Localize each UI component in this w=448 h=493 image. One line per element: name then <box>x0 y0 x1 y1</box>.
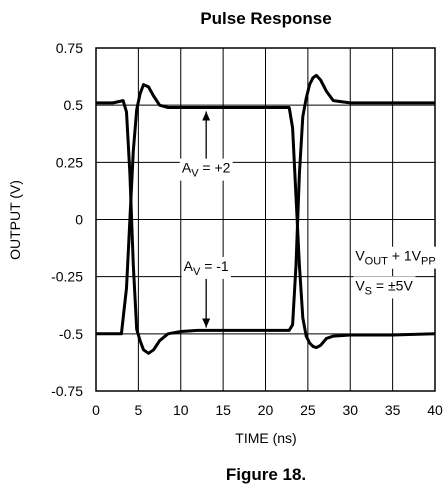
y-tick-label: 0.75 <box>56 40 83 56</box>
series-line-1 <box>96 73 435 355</box>
annotation-4: VS = ±5V <box>355 277 413 297</box>
y-tick-label: 0.5 <box>64 97 84 113</box>
y-tick-label: 0.25 <box>56 154 83 170</box>
x-tick-label: 10 <box>173 402 189 418</box>
x-tick-label: 20 <box>258 402 274 418</box>
y-axis-label: OUTPUT (V) <box>7 180 23 260</box>
grid <box>95 47 436 392</box>
x-tick-label: 25 <box>300 402 316 418</box>
series-line-2 <box>96 83 436 350</box>
annotation-1: AV = +2 <box>182 160 231 180</box>
annotation-background <box>353 276 416 299</box>
x-tick-label: 5 <box>134 402 142 418</box>
y-tick-label: -0.75 <box>51 383 83 399</box>
annotation-2: AV = -1 <box>184 258 229 278</box>
x-tick-label: 15 <box>215 402 231 418</box>
x-tick-labels: 0 5 10 15 20 25 30 35 40 <box>92 402 443 418</box>
annotation-background <box>181 256 231 279</box>
x-tick-label: 0 <box>92 402 100 418</box>
plot-frame <box>95 47 436 392</box>
y-tick-label: -0.5 <box>59 326 83 342</box>
annotation-background <box>179 158 233 181</box>
y-tick-label: 0 <box>75 212 83 228</box>
annotations: AV = +2 AV = -1 VOUT + 1VPP VS = ±5V <box>179 111 438 328</box>
x-tick-label: 35 <box>385 402 401 418</box>
chart-title: Pulse Response <box>200 9 331 28</box>
x-tick-label: 30 <box>342 402 358 418</box>
x-axis-label: TIME (ns) <box>235 430 296 446</box>
figure-caption: Figure 18. <box>226 465 306 484</box>
annotation-arrowhead <box>202 318 211 328</box>
y-tick-label: -0.25 <box>51 269 83 285</box>
y-tick-labels: 0.75 0.5 0.25 0 -0.25 -0.5 -0.75 <box>51 40 83 399</box>
x-tick-label: 40 <box>427 402 443 418</box>
annotation-background <box>353 246 438 269</box>
series-lines <box>96 73 436 355</box>
annotation-arrowhead <box>202 111 211 121</box>
annotation-3: VOUT + 1VPP <box>355 248 435 268</box>
